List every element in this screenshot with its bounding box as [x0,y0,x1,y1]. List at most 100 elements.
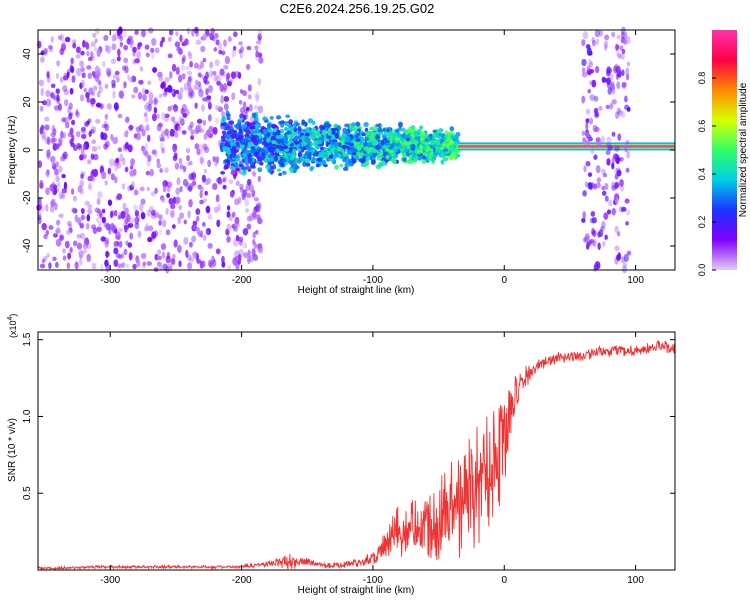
spectrogram-cell [87,72,92,80]
spectrogram-cell [323,147,329,152]
spectrogram-cell [277,159,283,165]
spectrogram-cell [172,253,176,259]
spectrogram-cell [441,141,446,148]
spectrogram-cell [72,39,77,44]
spectrogram-cell [117,215,122,220]
spectrogram-cell [129,232,134,240]
spectrogram-cell [173,130,179,138]
spectrogram-cell [79,94,85,102]
spectrogram-cell [199,261,204,269]
spectrogram-cell [50,92,55,99]
spectrogram-cell [625,221,630,226]
spectrogram-cell [626,209,631,216]
spectrogram-cell [96,145,101,151]
spectrogram-cell [234,216,240,225]
spectrogram-cell [410,125,416,131]
spectrogram-cell [306,146,312,152]
spectrogram-cell [218,42,223,51]
spectrogram-cell [239,183,244,190]
spectrogram-cell [194,79,199,86]
spectrogram-cell [63,89,69,96]
spectrogram-cell [196,215,200,222]
spectrogram-cell [607,87,613,95]
spectrogram-cell [151,149,157,155]
spectrogram-cell [66,220,72,227]
spectrogram-cell [239,53,244,59]
spectrogram-cell [105,250,109,259]
spectrogram-cell [590,231,595,236]
spectrogram-cell [581,39,586,47]
spectrogram-cell [144,89,149,95]
spectrogram-cell [115,253,122,259]
spectrogram-cell [238,248,244,258]
spectrogram-cell [44,124,50,131]
spectrogram-cell [255,94,260,103]
spectrogram-cell [585,122,589,131]
spectrogram-cell [205,95,211,103]
spectrogram-cell [79,222,84,229]
spectrogram-cell [86,214,91,222]
spectrogram-cell [193,251,198,257]
spectrogram-cell [175,187,181,195]
spectrogram-cell [614,225,619,234]
spectrogram-cell [188,241,193,248]
spectrogram-cell [584,130,590,137]
spectrogram-cell [60,130,64,139]
spectrogram-cell [226,149,231,156]
spectrogram-cell [587,172,593,177]
spectrogram-cell [87,208,93,215]
spectrogram-cell [621,69,625,77]
spectrogram-cell [107,199,113,206]
spectrogram-cell [302,141,307,147]
spectrogram-cell [148,92,154,100]
spectrogram-cell [72,42,77,49]
spectrogram-cell [623,31,628,40]
spectrogram-cell [609,103,614,110]
spectrogram-cell [49,200,54,208]
spectrogram-cell [50,36,54,43]
spectrogram-cell [326,123,332,128]
spectrogram-cell [590,211,596,217]
spectrogram-cell [582,31,589,39]
spectrogram-cell [408,129,414,134]
spectrogram-cell [333,141,339,148]
spectrogram-cell [202,119,207,126]
spectrogram-cell [301,119,306,125]
spectrogram-cell [430,157,436,163]
spectrogram-cell [189,60,194,68]
spectrogram-cell [230,169,236,176]
spectrogram-x-tick-label: 100 [627,275,644,286]
spectrogram-cell [603,40,609,48]
spectrogram-cell [257,243,263,249]
spectrogram-x-tick-label: -100 [363,275,383,286]
spectrogram-cell [122,131,127,138]
spectrogram-cell [238,48,242,55]
spectrogram-cell [206,177,212,184]
spectrogram-cell [80,128,87,134]
spectrogram-cell [159,137,165,142]
spectrogram-cell [124,129,129,138]
spectrogram-cell [124,166,129,173]
spectrogram-cell [151,38,157,46]
spectrogram-cell [44,136,50,145]
spectrogram-cell [216,80,222,86]
spectrogram-cell [272,131,278,136]
spectrogram-cell [197,72,202,78]
spectrogram-cell [80,133,87,140]
spectrogram-cell [611,31,616,38]
spectrogram-cell [228,126,234,133]
spectrogram-y-tick-label: 40 [22,48,33,60]
spectrogram-cell [624,198,630,204]
spectrogram-cell [369,155,375,159]
spectrogram-cell [305,127,310,132]
spectrogram-y-tick-label: -20 [22,190,33,205]
spectrogram-cell [624,144,628,153]
spectrogram-cell [61,173,66,179]
spectrogram-cell [127,74,131,80]
snr-x-ticks: -300 -200 -100 0 100 [100,332,644,586]
spectrogram-cell [405,137,411,142]
spectrogram-cell [247,84,252,92]
spectrogram-cell [175,31,179,37]
spectrogram-cell [588,58,592,66]
spectrogram-cell [153,97,158,106]
